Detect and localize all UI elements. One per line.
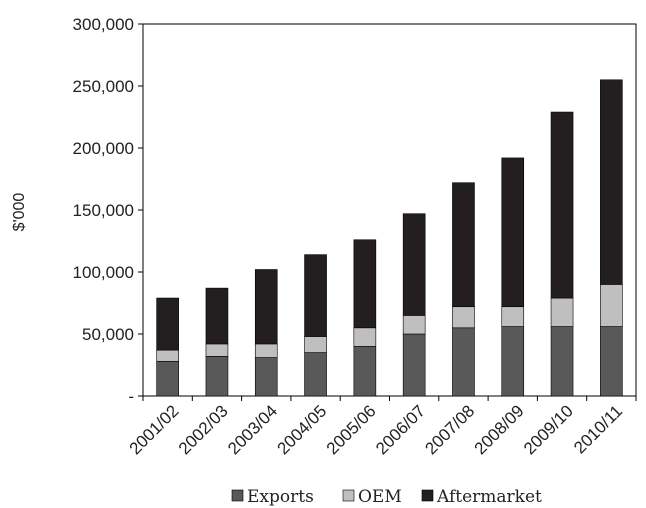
bar-segment-exports bbox=[402, 333, 426, 397]
y-tick-label: - bbox=[128, 387, 134, 406]
y-tick-label: 200,000 bbox=[73, 139, 134, 158]
bar-segment-oem bbox=[550, 297, 574, 327]
bar-segment-oem bbox=[452, 306, 475, 329]
y-axis-title: $'000 bbox=[11, 193, 28, 232]
x-tick-label: 2002/03 bbox=[175, 401, 232, 458]
bar-segment-oem bbox=[501, 306, 525, 327]
legend-swatch-oem bbox=[342, 489, 355, 502]
bar-segment-oem bbox=[600, 284, 623, 327]
legend-label-exports: Exports bbox=[247, 487, 314, 507]
y-tick-label: 300,000 bbox=[73, 15, 134, 34]
x-axis: 2001/022002/032003/042004/052005/062006/… bbox=[126, 396, 637, 458]
legend-label-aftermarket: Aftermarket bbox=[436, 487, 542, 507]
x-tick-label: 2003/04 bbox=[224, 401, 281, 458]
bar-segment-aftermarket bbox=[353, 239, 377, 329]
bar-segment-oem bbox=[353, 327, 377, 347]
bar-segment-aftermarket bbox=[501, 157, 525, 308]
bar-segment-exports bbox=[600, 326, 623, 397]
x-tick-label: 2004/05 bbox=[273, 401, 330, 458]
x-tick-label: 2006/07 bbox=[372, 401, 429, 458]
x-tick-label: 2009/10 bbox=[520, 401, 577, 458]
bar-segment-oem bbox=[156, 349, 179, 362]
bar-segment-exports bbox=[501, 326, 525, 397]
x-tick-label: 2005/06 bbox=[323, 401, 380, 458]
bar-segment-exports bbox=[156, 360, 179, 397]
bar-segment-aftermarket bbox=[205, 287, 229, 345]
y-tick-label: 150,000 bbox=[73, 201, 134, 220]
bar-segment-aftermarket bbox=[156, 297, 179, 351]
y-tick-label: 50,000 bbox=[82, 325, 134, 344]
bar-segment-exports bbox=[452, 327, 475, 397]
bar-segment-exports bbox=[205, 356, 229, 397]
x-tick-label: 2001/02 bbox=[126, 401, 183, 458]
x-tick-label: 2007/08 bbox=[421, 401, 478, 458]
bar-segment-oem bbox=[254, 343, 278, 358]
bar-segment-aftermarket bbox=[600, 79, 623, 285]
bar-segment-aftermarket bbox=[402, 213, 426, 316]
bar-segment-exports bbox=[304, 352, 327, 397]
plot-area bbox=[142, 23, 637, 397]
bar-segment-aftermarket bbox=[304, 254, 327, 337]
bar-segment-oem bbox=[205, 343, 229, 357]
bar-segment-exports bbox=[254, 357, 278, 397]
x-tick-label: 2008/09 bbox=[471, 401, 528, 458]
bar-segment-oem bbox=[402, 315, 426, 335]
legend-swatch-exports bbox=[231, 489, 244, 502]
x-tick-label: 2010/11 bbox=[570, 401, 626, 457]
y-tick-label: 100,000 bbox=[73, 263, 134, 282]
bar-segment-exports bbox=[353, 346, 377, 397]
bar-segment-exports bbox=[550, 326, 574, 397]
bar-segment-aftermarket bbox=[550, 111, 574, 299]
legend-label-oem: OEM bbox=[358, 487, 402, 507]
y-axis: - 50,000 100,000 150,000 200,000 250,000 300,0… bbox=[73, 15, 143, 406]
bar-segment-aftermarket bbox=[254, 269, 278, 345]
legend: Exports OEM Aftermarket bbox=[231, 487, 542, 507]
legend-swatch-aftermarket bbox=[421, 489, 434, 502]
y-tick-label: 250,000 bbox=[73, 77, 134, 96]
bar-segment-oem bbox=[304, 336, 327, 353]
bar-segment-aftermarket bbox=[452, 182, 475, 308]
